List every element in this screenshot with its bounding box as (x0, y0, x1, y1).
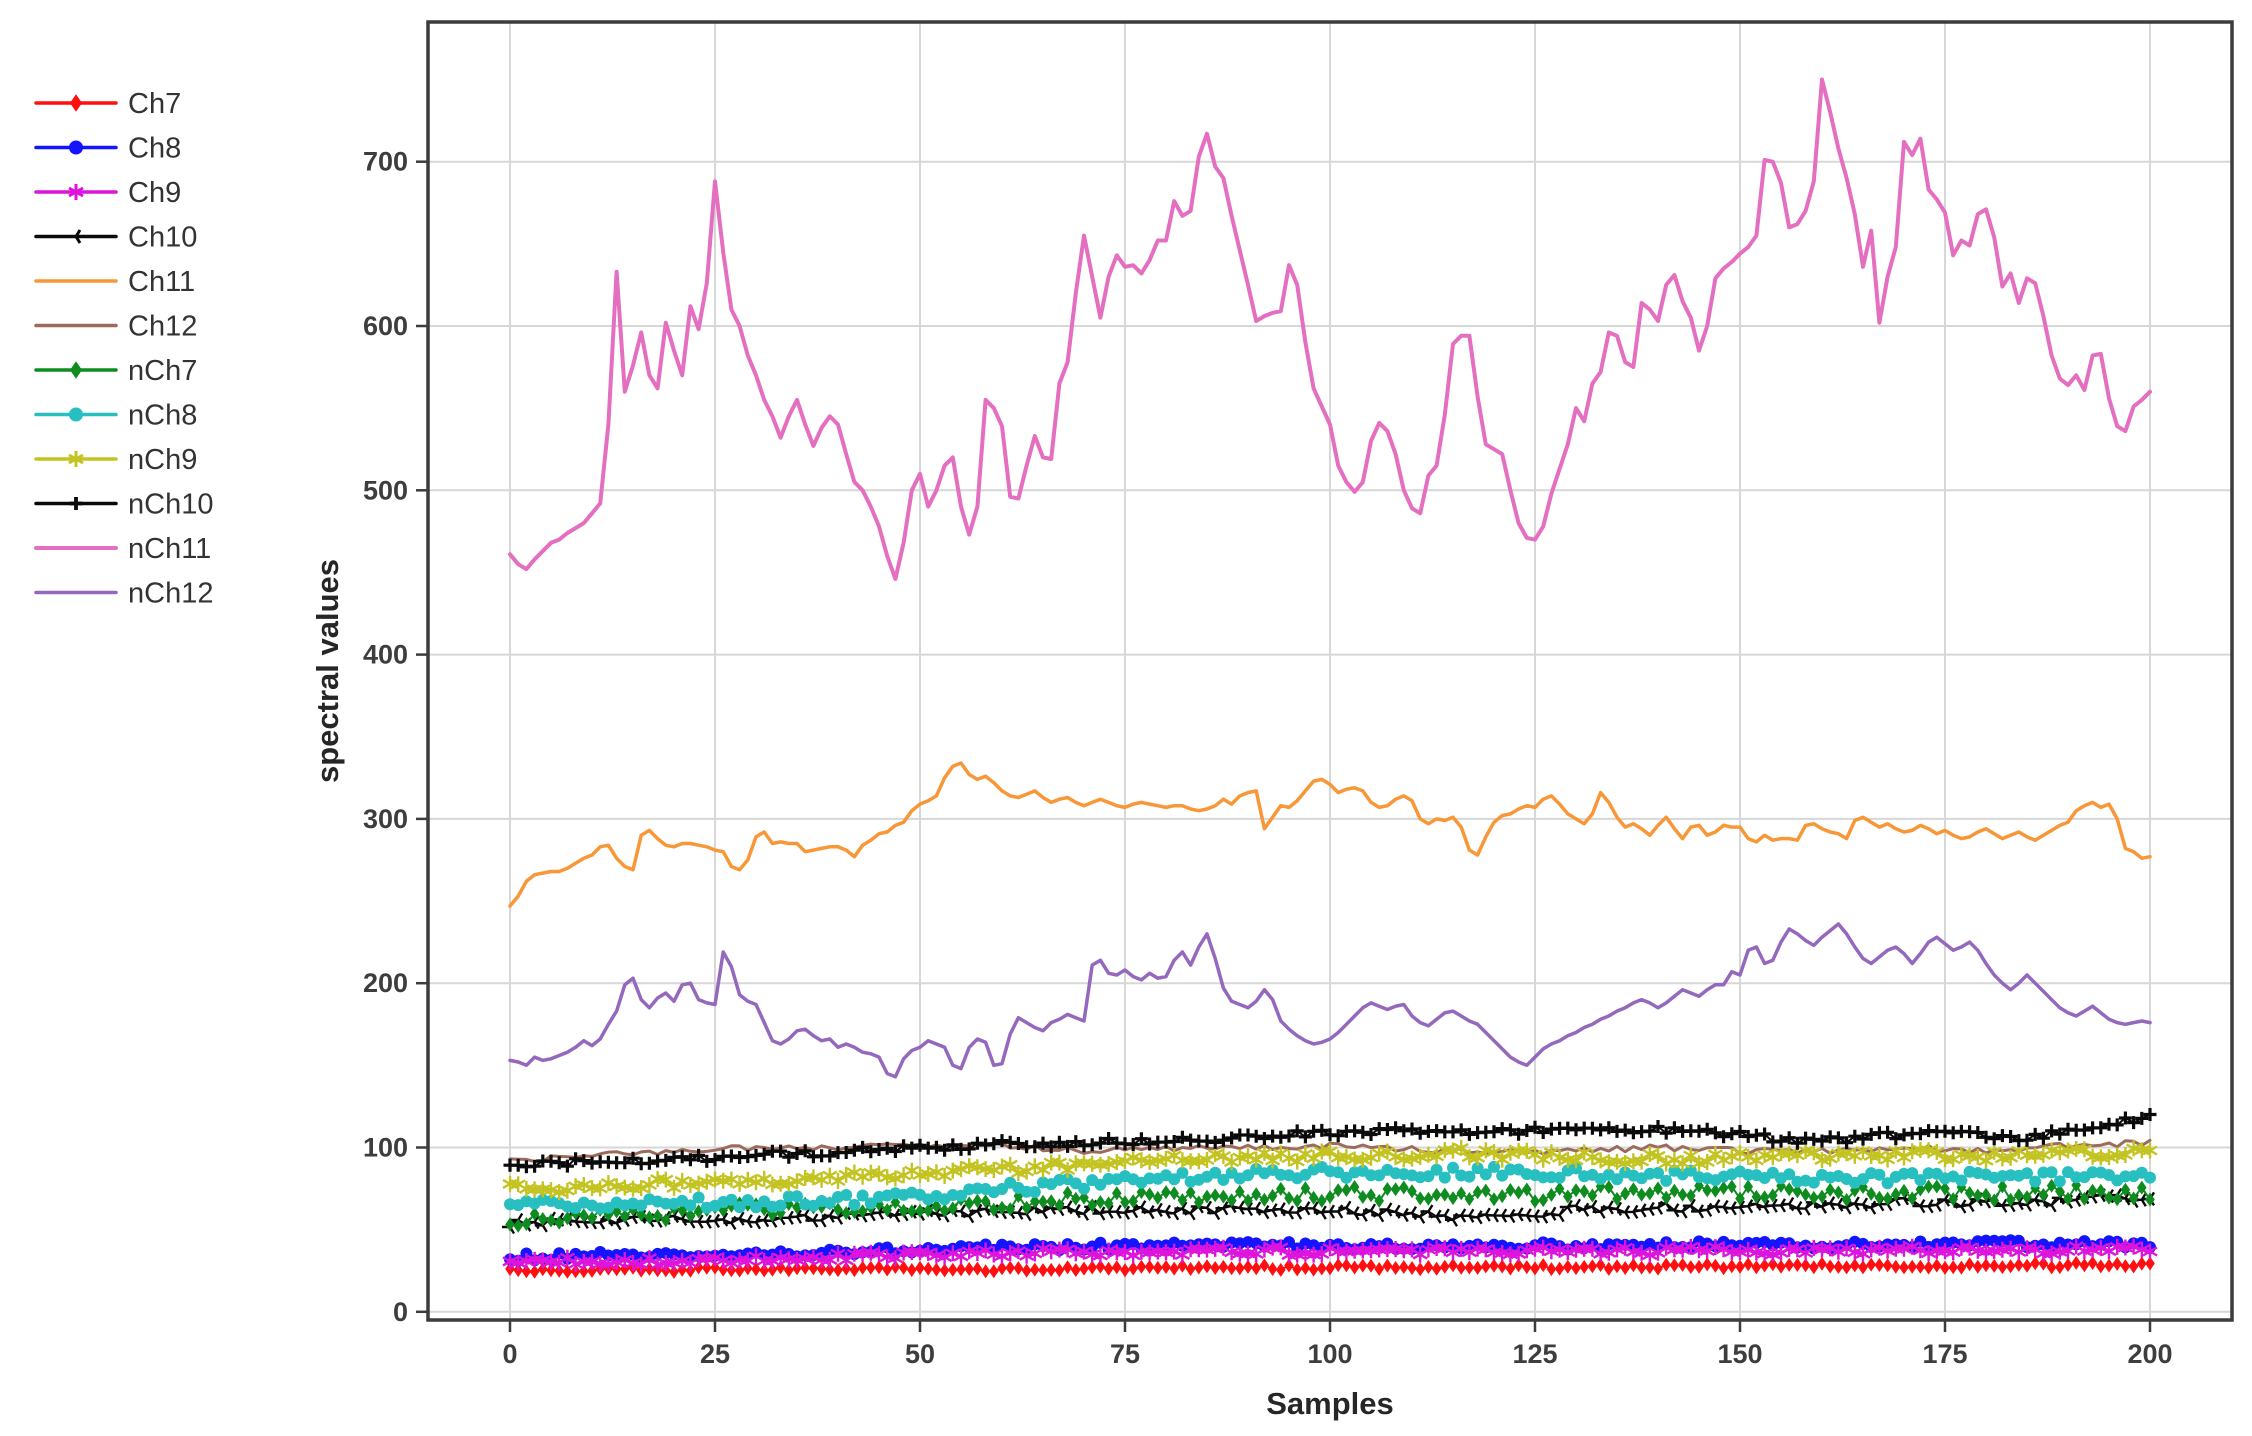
x-tick-label: 75 (1110, 1339, 1140, 1369)
series-Ch9-markers (502, 1238, 2158, 1273)
series-Ch11-line (508, 761, 2152, 908)
legend-label-nCh9: nCh9 (128, 444, 197, 476)
series-Ch11 (508, 761, 2152, 908)
legend-marker-nCh10-icon (69, 497, 83, 510)
tick-layer: 0 25 50 75 100 125 150 175 200 0 100 200 300 400 500 60… (363, 147, 2173, 1370)
y-tick-label: 400 (363, 640, 408, 670)
legend-label-Ch8: Ch8 (128, 133, 181, 165)
legend-item-nCh8: nCh8 (34, 400, 197, 432)
legend-marker-Ch10-icon (68, 229, 82, 244)
legend-item-nCh11: nCh11 (34, 533, 211, 565)
legend-label-nCh7: nCh7 (128, 355, 197, 387)
legend-item-Ch8: Ch8 (34, 133, 181, 165)
series-nCh12 (508, 922, 2152, 1079)
series-nCh11 (508, 77, 2152, 581)
legend-item-nCh7: nCh7 (34, 355, 197, 387)
series-nCh11-line (508, 77, 2152, 581)
legend-item-nCh9: nCh9 (34, 444, 197, 476)
legend-label-Ch7: Ch7 (128, 88, 181, 120)
y-tick-label: 300 (363, 804, 408, 834)
series-nCh9 (502, 1139, 2158, 1201)
legend-item-Ch7: Ch7 (34, 88, 181, 120)
x-tick-label: 175 (1922, 1339, 1967, 1369)
series-layer (502, 77, 2158, 1279)
x-tick-label: 200 (2127, 1339, 2172, 1369)
legend-label-nCh10: nCh10 (128, 489, 213, 521)
series-nCh12-line (508, 922, 2152, 1079)
legend: Ch7 Ch8 Ch9 Ch10 Ch11 Ch12 nCh7 nCh8 nCh9 nCh10 nC… (34, 88, 213, 610)
legend-item-Ch10: Ch10 (34, 222, 197, 254)
y-tick-label: 700 (363, 147, 408, 177)
x-tick-label: 125 (1512, 1339, 1557, 1369)
x-tick-label: 0 (502, 1339, 517, 1369)
legend-item-Ch11: Ch11 (34, 266, 195, 298)
legend-label-Ch9: Ch9 (128, 177, 181, 209)
y-tick-label: 500 (363, 475, 408, 505)
y-tick-label: 200 (363, 968, 408, 998)
legend-label-nCh8: nCh8 (128, 400, 197, 432)
x-tick-label: 100 (1307, 1339, 1352, 1369)
legend-marker-nCh9-icon (68, 451, 84, 467)
x-tick-label: 50 (905, 1339, 935, 1369)
series-nCh9-markers (502, 1139, 2158, 1201)
legend-marker-nCh8-icon (68, 407, 84, 422)
x-axis-label: Samples (1266, 1386, 1394, 1421)
series-Ch9 (502, 1238, 2158, 1273)
legend-item-Ch12: Ch12 (34, 311, 197, 343)
x-tick-label: 25 (700, 1339, 730, 1369)
legend-marker-Ch7-icon (69, 94, 83, 112)
y-axis-label: spectral values (310, 559, 345, 783)
legend-label-nCh11: nCh11 (128, 533, 211, 565)
legend-item-Ch9: Ch9 (34, 177, 181, 209)
legend-marker-Ch9-icon (68, 184, 84, 200)
y-tick-label: 0 (393, 1297, 408, 1327)
series-nCh8 (504, 1160, 2156, 1215)
legend-label-Ch12: Ch12 (128, 311, 197, 343)
legend-label-nCh12: nCh12 (128, 578, 213, 610)
series-Ch7-markers (505, 1255, 2155, 1279)
legend-item-nCh10: nCh10 (34, 489, 213, 521)
y-tick-label: 600 (363, 311, 408, 341)
legend-marker-nCh7-icon (69, 361, 83, 379)
y-tick-label: 100 (363, 1133, 408, 1163)
legend-item-nCh12: nCh12 (34, 578, 213, 610)
series-Ch12-line (508, 1138, 2152, 1164)
legend-label-Ch11: Ch11 (128, 266, 195, 298)
series-nCh8-markers (504, 1160, 2156, 1215)
series-nCh10-markers (503, 1108, 2157, 1174)
legend-marker-Ch8-icon (68, 140, 84, 155)
series-Ch7 (505, 1255, 2155, 1279)
series-Ch12 (508, 1138, 2152, 1164)
series-nCh10 (503, 1108, 2157, 1174)
x-tick-label: 150 (1717, 1339, 1762, 1369)
legend-label-Ch10: Ch10 (128, 222, 197, 254)
